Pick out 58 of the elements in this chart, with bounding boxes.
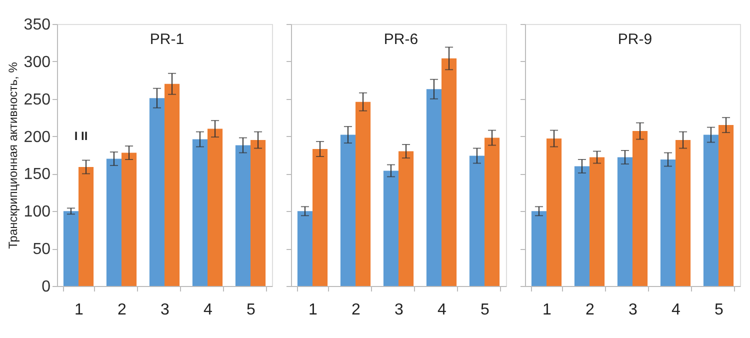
bar — [718, 125, 734, 286]
y-tick-label: 200 — [24, 128, 51, 146]
bar — [297, 211, 312, 286]
y-tick-label: 150 — [24, 166, 51, 184]
bar — [546, 138, 562, 286]
y-tick-label: 50 — [32, 241, 51, 258]
bar — [312, 149, 328, 286]
bar — [574, 166, 590, 286]
bar — [383, 170, 398, 286]
bar — [340, 134, 356, 286]
y-tick-label: 100 — [24, 204, 51, 221]
bar — [149, 98, 164, 286]
bar — [531, 211, 546, 286]
bar — [78, 166, 94, 286]
x-tick-label: 2 — [586, 302, 595, 318]
bar — [208, 128, 223, 286]
x-tick-label: 2 — [352, 302, 361, 318]
bar — [484, 138, 500, 286]
y-tick-label: 0 — [42, 278, 51, 296]
y-axis-title: Транскрипционная активность, % — [6, 62, 20, 249]
bar — [703, 134, 718, 286]
bar — [660, 159, 676, 286]
bar — [676, 140, 691, 286]
bar — [398, 151, 414, 286]
y-tick-label: 350 — [24, 16, 51, 34]
bar — [122, 152, 137, 286]
bar — [192, 139, 208, 286]
x-tick-label: 1 — [74, 302, 84, 318]
bar — [442, 58, 457, 286]
bar — [590, 157, 605, 286]
x-tick-label: 1 — [542, 302, 552, 318]
bar — [235, 145, 250, 286]
annotation: I II — [74, 129, 88, 143]
bar — [426, 89, 442, 286]
x-tick-label: 5 — [714, 302, 724, 318]
x-tick-label: 4 — [438, 302, 447, 318]
bar — [632, 131, 648, 286]
bar — [617, 157, 632, 286]
x-tick-label: 5 — [480, 302, 490, 318]
text: PR-1 — [150, 31, 184, 48]
x-tick-label: 4 — [672, 302, 681, 318]
bar — [469, 156, 484, 286]
x-tick-label: 5 — [246, 302, 256, 318]
x-tick-label: 3 — [394, 302, 404, 318]
x-tick-label: 4 — [204, 302, 213, 318]
x-tick-label: 3 — [628, 302, 638, 318]
x-tick-label: 2 — [118, 302, 127, 318]
bar — [356, 102, 371, 286]
text: PR-9 — [618, 31, 652, 48]
y-tick-label: 300 — [24, 54, 51, 71]
bar — [63, 211, 78, 286]
bar — [250, 140, 266, 286]
x-tick-label: 1 — [308, 302, 318, 318]
x-tick-label: 3 — [160, 302, 170, 318]
y-tick-label: 250 — [24, 91, 51, 108]
text: PR-6 — [384, 31, 418, 48]
bar — [106, 158, 122, 286]
bar — [164, 84, 180, 286]
